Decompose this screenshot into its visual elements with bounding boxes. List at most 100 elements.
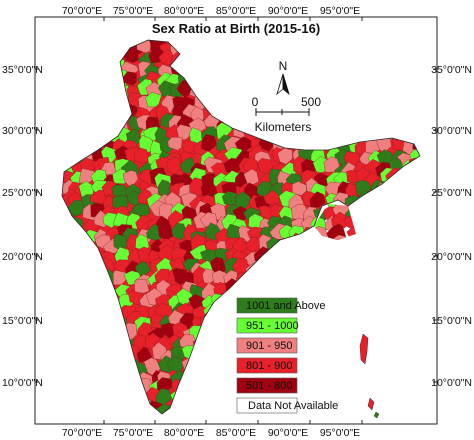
district-patch (408, 192, 420, 209)
district-patch (112, 168, 128, 184)
district-patch (368, 40, 383, 43)
district-patch (374, 359, 393, 376)
district-patch (300, 365, 318, 382)
district-patch (299, 309, 317, 329)
district-patch (385, 189, 403, 206)
district-patch (81, 381, 99, 397)
district-patch (388, 49, 405, 68)
district-patch (336, 85, 351, 102)
district-patch (62, 172, 64, 188)
district-patch (411, 50, 420, 69)
district-patch (409, 259, 420, 278)
district-patch (76, 128, 94, 145)
district-patch (62, 226, 68, 245)
district-patch (201, 322, 218, 341)
district-patch (409, 244, 420, 263)
district-patch (409, 228, 420, 243)
district-patch (89, 370, 105, 387)
district-patch (289, 262, 307, 279)
district-patch (348, 265, 363, 284)
district-patch (390, 369, 408, 388)
district-patch (80, 40, 99, 56)
district-patch (314, 260, 331, 278)
district-patch (80, 59, 95, 75)
district-patch (389, 268, 405, 285)
district-patch (397, 124, 416, 142)
district-patch (331, 63, 348, 81)
district-patch (235, 96, 253, 114)
district-patch (408, 312, 420, 331)
district-patch (355, 305, 373, 321)
district-patch (396, 291, 414, 308)
district-patch (373, 206, 390, 222)
district-patch (309, 356, 326, 374)
district-patch (406, 336, 420, 353)
district-patch (101, 368, 118, 385)
district-patch (112, 337, 130, 354)
district-patch (189, 177, 204, 196)
latitude-ticks: 35°0'0"N 35°0'0"N 30°0'0"N 30°0'0"N 25°0'0"N… (2, 64, 472, 389)
district-patch (90, 302, 105, 319)
district-patch (389, 41, 405, 57)
district-patch (344, 51, 360, 71)
district-patch (326, 116, 341, 136)
district-patch (333, 107, 348, 125)
district-patch (87, 260, 106, 277)
district-patch (398, 283, 417, 302)
district-patch (369, 368, 384, 386)
district-patch (47, 266, 62, 283)
left-latitude-label: 10°0'0"N (2, 377, 43, 389)
district-patch (103, 350, 119, 366)
district-patch (71, 280, 89, 295)
district-patch (81, 402, 100, 414)
bottom-longitude-label: 95°0'0"E (320, 427, 360, 439)
district-patch (344, 243, 362, 262)
district-patch (326, 306, 344, 322)
district-patch (193, 346, 211, 362)
district-patch (80, 246, 98, 263)
district-patch (375, 40, 392, 45)
district-patch (376, 305, 394, 320)
district-patch (396, 305, 415, 321)
district-patch (123, 377, 141, 394)
district-patch (399, 235, 415, 254)
district-patch (183, 52, 198, 69)
district-patch (66, 105, 82, 123)
district-patch (400, 369, 416, 388)
district-patch (309, 275, 328, 294)
district-patch (86, 113, 104, 130)
district-patch (327, 356, 343, 374)
district-patch (135, 403, 153, 414)
district-patch (213, 346, 232, 362)
district-patch (400, 251, 419, 267)
district-patch (192, 405, 210, 414)
district-patch (322, 40, 338, 45)
legend-label: 1001 and Above (246, 300, 326, 312)
district-patch (332, 130, 349, 146)
district-patch (400, 64, 418, 82)
district-patch (71, 337, 91, 356)
district-patch (68, 355, 85, 372)
district-patch (410, 345, 420, 364)
district-patch (333, 90, 349, 107)
district-patch (191, 57, 207, 76)
district-patch (342, 347, 358, 363)
district-patch (95, 40, 112, 45)
district-patch (62, 319, 79, 338)
district-patch (67, 72, 85, 91)
district-patch (265, 268, 283, 286)
district-patch (211, 320, 229, 339)
district-patch (368, 269, 388, 284)
district-patch (303, 357, 322, 374)
north-arrow-label: N (279, 59, 288, 73)
district-patch (215, 390, 233, 406)
district-patch (62, 261, 76, 278)
district-patch (288, 40, 304, 53)
district-patch (206, 397, 222, 414)
district-patch (278, 273, 295, 289)
district-patch (93, 271, 110, 290)
district-patch (78, 348, 96, 364)
district-patch (398, 223, 413, 241)
legend-label: 901 - 950 (246, 340, 292, 352)
